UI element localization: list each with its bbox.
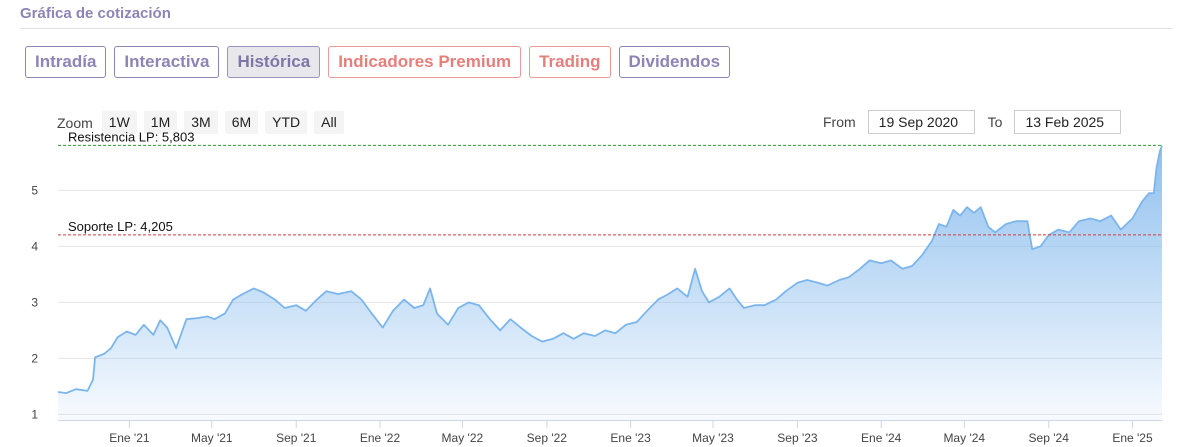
zoom-ytd-button[interactable]: YTD	[265, 111, 308, 134]
price-line	[57, 145, 1163, 394]
x-tick-label: Sep '24	[1029, 431, 1070, 445]
x-tick-label: May '21	[191, 431, 233, 445]
date-range: From 19 Sep 2020 To 13 Feb 2025	[823, 110, 1122, 134]
from-label: From	[823, 114, 856, 130]
tab-indicadores-premium[interactable]: Indicadores Premium	[328, 46, 522, 78]
y-tick-label: 4	[31, 239, 38, 253]
area-layer	[57, 145, 1163, 420]
x-tick-label: Ene '25	[1112, 431, 1153, 445]
chart-tabs: Intradía Interactiva Histórica Indicador…	[25, 46, 731, 78]
axis-layer: 1 2 3 4 5 Ene '21 May '21 Sep '21 Ene '22 May '22…	[31, 183, 1162, 445]
y-tick-label: 2	[31, 351, 38, 365]
zoom-3m-button[interactable]: 3M	[184, 111, 218, 134]
section-title: Gráfica de cotización	[20, 5, 171, 22]
zoom-1m-button[interactable]: 1M	[143, 111, 178, 134]
x-tick-label: Ene '23	[610, 431, 651, 445]
x-tick-label: May '23	[692, 431, 734, 445]
x-tick-label: Sep '22	[527, 431, 568, 445]
level-layer: Resistencia LP: 5,803 Soporte LP: 4,205	[58, 129, 1162, 236]
zoom-6m-button[interactable]: 6M	[224, 111, 259, 134]
x-tick-label: Sep '21	[276, 431, 317, 445]
y-tick-label: 1	[31, 407, 38, 421]
y-tick-label: 3	[31, 295, 38, 309]
resistance-label: Resistencia LP: 5,803	[68, 129, 194, 144]
zoom-all-button[interactable]: All	[314, 111, 344, 134]
x-tick-label: Ene '24	[861, 431, 902, 445]
x-tick-label: Ene '21	[109, 431, 150, 445]
support-label: Soporte LP: 4,205	[68, 219, 173, 234]
tab-intradia[interactable]: Intradía	[25, 46, 107, 78]
tab-dividendos[interactable]: Dividendos	[618, 46, 731, 78]
from-date-input[interactable]: 19 Sep 2020	[867, 110, 975, 134]
zoom-selector: Zoom 1W 1M 3M 6M YTD All	[57, 111, 351, 134]
x-tick-label: May '22	[442, 431, 484, 445]
zoom-1w-button[interactable]: 1W	[101, 111, 137, 134]
y-tick-label: 5	[31, 183, 38, 197]
x-tick-label: Ene '22	[360, 431, 401, 445]
tab-trading[interactable]: Trading	[529, 46, 611, 78]
x-tick-label: Sep '23	[777, 431, 818, 445]
to-label: To	[987, 114, 1003, 130]
zoom-label: Zoom	[57, 114, 93, 131]
section-divider	[20, 28, 1173, 29]
tab-interactiva[interactable]: Interactiva	[114, 46, 220, 78]
to-date-input[interactable]: 13 Feb 2025	[1014, 110, 1122, 134]
price-area	[58, 145, 1162, 420]
tab-historica[interactable]: Histórica	[227, 46, 321, 78]
x-tick-label: May '24	[943, 431, 985, 445]
